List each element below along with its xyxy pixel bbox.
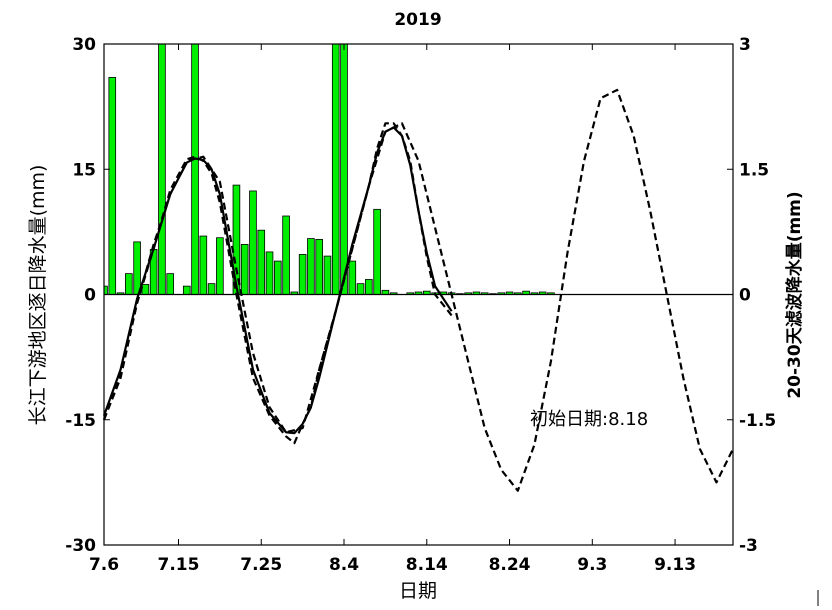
precip-bar <box>348 260 357 295</box>
precip-bar <box>133 241 141 295</box>
x-tick-label: 9.3 <box>577 555 607 575</box>
precip-bar <box>282 215 290 295</box>
precip-bar <box>373 208 381 295</box>
start-date-annotation: 初始日期:8.18 <box>530 409 648 430</box>
ticks-layer: 7.6 7.15 7.25 8.4 8.14 8.24 9.3 9.13-30-1501530… <box>65 35 776 575</box>
x-tick-label: 9.13 <box>654 555 696 575</box>
precip-bar <box>323 255 332 295</box>
x-tick-label: 7.6 <box>89 555 119 575</box>
lines-layer <box>102 88 734 492</box>
precip-bar <box>216 237 224 295</box>
precip-bar <box>240 243 249 295</box>
y-left-tick-label: -30 <box>65 536 96 556</box>
x-tick-label: 8.24 <box>489 555 531 575</box>
x-tick-label: 8.4 <box>329 555 359 575</box>
x-tick-label: 7.25 <box>240 555 282 575</box>
precip-bar <box>274 260 282 295</box>
precip-bar <box>340 43 348 295</box>
y-left-tick-label: -15 <box>65 411 96 431</box>
series-line <box>102 88 734 492</box>
precip-bar <box>315 238 323 295</box>
y-right-tick-label: -3 <box>739 536 758 556</box>
precip-bar <box>331 43 340 295</box>
precip-bar <box>166 273 175 295</box>
y-right-tick-label: 0 <box>739 286 751 306</box>
x-axis-label: 日期 <box>399 580 437 602</box>
x-tick-label: 7.15 <box>158 555 200 575</box>
precip-bar <box>249 190 257 295</box>
y-right-tick-label: 1.5 <box>739 160 769 180</box>
series-line <box>102 122 453 445</box>
precip-bar <box>182 285 191 295</box>
precip-bar <box>199 235 208 295</box>
precip-bar <box>108 77 117 295</box>
precip-bar <box>158 43 166 295</box>
y-right-tick-label: 3 <box>739 35 751 55</box>
y-right-tick-label: -1.5 <box>739 411 776 431</box>
y-left-tick-label: 15 <box>72 160 96 180</box>
y-left-tick-label: 30 <box>72 35 96 55</box>
precip-bar <box>191 43 199 295</box>
precip-bar <box>307 238 315 295</box>
precip-bar <box>298 254 307 295</box>
precip-bar <box>265 251 274 295</box>
precip-bar <box>356 283 365 295</box>
precip-bar <box>141 284 150 295</box>
y-axis-right-label: 20-30天滤波降水量(mm) <box>784 191 805 398</box>
precip-bar <box>365 279 373 295</box>
precip-bar <box>207 283 216 295</box>
precip-bar <box>257 229 266 295</box>
bars-layer <box>103 43 555 295</box>
x-tick-label: 8.14 <box>406 555 448 575</box>
y-left-tick-label: 0 <box>84 286 96 306</box>
chart-title: 2019 <box>394 10 441 30</box>
precip-bar <box>125 273 133 295</box>
precip-bar <box>381 289 390 295</box>
y-axis-left-label: 长江下游地区逐日降水量(mm) <box>27 165 49 426</box>
